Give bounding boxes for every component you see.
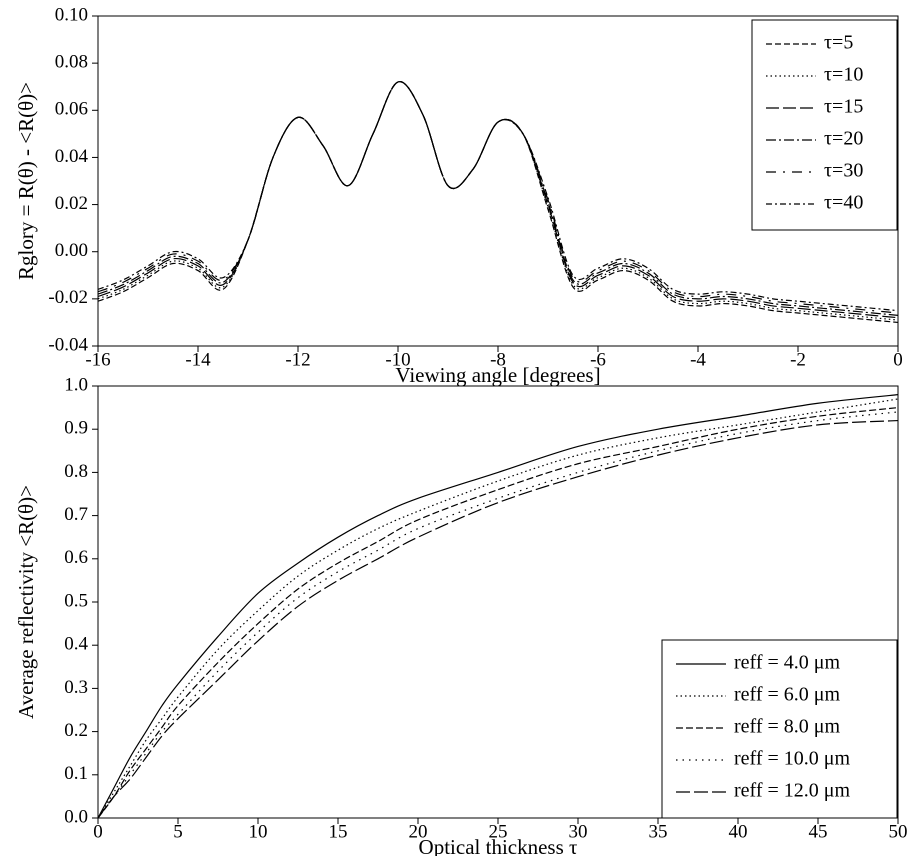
x-tick-label: 40 [729, 821, 748, 842]
legend-label: τ=10 [824, 64, 863, 86]
x-tick-label: 15 [329, 821, 348, 842]
legend-label: reff = 8.0 μm [734, 716, 840, 738]
x-tick-label: 25 [489, 821, 508, 842]
x-tick-label: 35 [649, 821, 668, 842]
x-axis-label: Optical thickness τ [419, 835, 578, 856]
legend-label: τ=40 [824, 192, 863, 214]
y-tick-label: 0.4 [64, 634, 88, 655]
y-tick-label: 0.02 [55, 193, 88, 214]
legend: τ=5 τ=10 τ=15 τ=20 τ=30 τ=40 [751, 19, 898, 231]
legend-label: reff = 6.0 μm [734, 684, 840, 706]
y-tick-label: -0.04 [48, 334, 88, 355]
y-tick-label: 0.04 [55, 146, 89, 167]
legend-box [661, 639, 898, 819]
y-tick-label: 0.7 [64, 504, 88, 525]
y-tick-label: 0.10 [55, 4, 88, 25]
y-tick-label: 0.9 [64, 418, 88, 439]
legend-label: τ=20 [824, 128, 863, 150]
x-tick-label: -16 [85, 349, 110, 370]
data-line [97, 81, 899, 312]
data-line [97, 407, 899, 819]
y-tick-label: 0.06 [55, 99, 88, 120]
y-tick-label: 0.6 [64, 547, 88, 568]
y-tick-label: 0.00 [55, 240, 88, 261]
y-tick-label: 0.3 [64, 677, 88, 698]
plot-frame [97, 385, 899, 819]
legend-label: reff = 4.0 μm [734, 652, 840, 674]
x-tick-label: -12 [285, 349, 310, 370]
legend: reff = 4.0 μm reff = 6.0 μm reff = 8.0 μm r… [661, 639, 898, 819]
x-axis-label: Viewing angle [degrees] [395, 363, 600, 387]
data-line [97, 394, 899, 819]
x-tick-label: -4 [690, 349, 706, 370]
legend-label: τ=30 [824, 160, 863, 182]
y-tick-label: 0.2 [64, 720, 88, 741]
y-axis-label: Rglory = R(θ) - <R(θ)> [14, 82, 38, 280]
data-line [97, 81, 899, 314]
data-line [97, 81, 899, 324]
x-tick-label: -2 [790, 349, 806, 370]
x-tick-label: -14 [185, 349, 211, 370]
legend-label: reff = 10.0 μm [734, 748, 850, 770]
legend-label: τ=15 [824, 96, 863, 118]
x-tick-label: 50 [889, 821, 908, 842]
x-tick-label: 30 [569, 821, 588, 842]
x-tick-label: 0 [893, 349, 903, 370]
x-tick-label: -10 [385, 349, 410, 370]
x-tick-label: 20 [409, 821, 428, 842]
y-tick-label: 0.1 [64, 763, 88, 784]
y-tick-label: 1.0 [64, 374, 88, 395]
legend-label: τ=5 [824, 32, 853, 54]
plot-frame [97, 15, 899, 347]
x-tick-label: 10 [249, 821, 268, 842]
data-line [97, 419, 899, 819]
y-tick-label: 0.08 [55, 52, 88, 73]
x-tick-label: 45 [809, 821, 828, 842]
data-line [97, 398, 899, 819]
x-tick-label: -6 [590, 349, 606, 370]
x-tick-label: -8 [490, 349, 506, 370]
legend-box [751, 19, 898, 231]
x-tick-label: 5 [173, 821, 183, 842]
y-tick-label: 0.5 [64, 590, 88, 611]
y-tick-label: -0.02 [48, 287, 88, 308]
y-tick-label: 0.0 [64, 806, 88, 827]
x-tick-label: 0 [93, 821, 103, 842]
y-axis-label: Average reflectivity <R(θ)> [14, 485, 38, 719]
y-tick-label: 0.8 [64, 461, 88, 482]
legend-label: reff = 12.0 μm [734, 780, 850, 802]
